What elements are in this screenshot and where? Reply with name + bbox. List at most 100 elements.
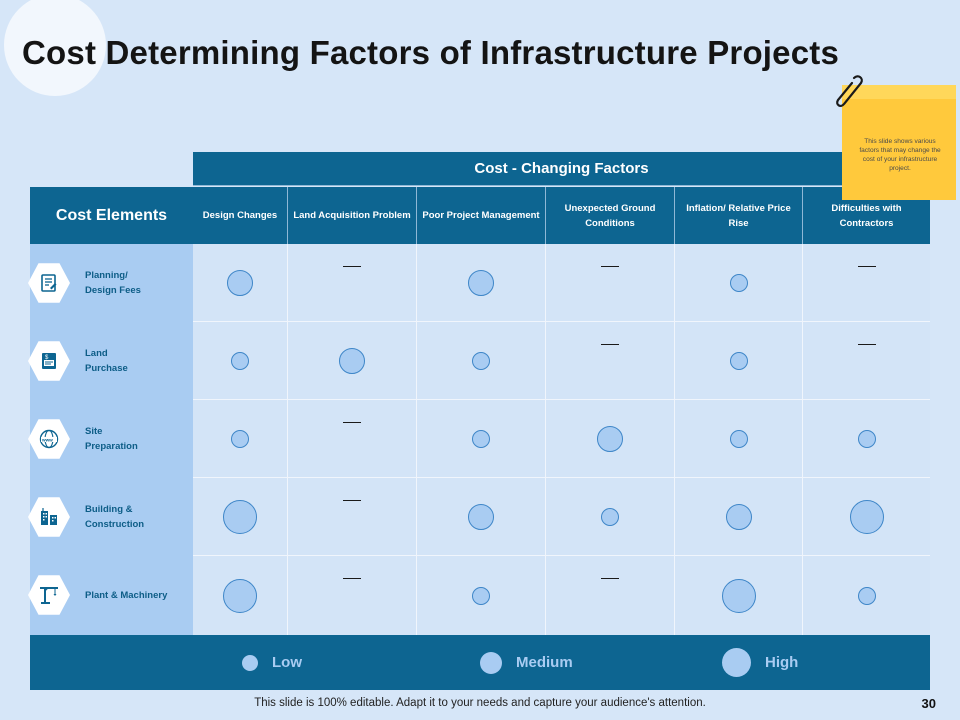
impact-grid [193,244,930,635]
not-applicable-dash [343,266,361,267]
low-dot-icon [242,654,258,671]
table-cell [416,400,545,477]
not-applicable-dash [857,266,876,267]
table-row [193,556,930,635]
low-impact-dot-icon [601,507,619,526]
low-impact-dot-icon [231,429,249,448]
column-header: Land Acquisition Problem [287,187,416,244]
row-label-building: Building & Construction [28,478,193,556]
table-cell [416,556,545,635]
high-impact-dot-icon [849,499,884,534]
legend-high: High [722,635,798,690]
table-cell [674,244,802,321]
decorative-circle [4,0,106,96]
column-header: Inflation/ Relative Price Rise [674,187,802,244]
svg-text:$: $ [45,355,49,361]
table-cell [287,556,416,635]
low-impact-dot-icon [729,273,748,292]
not-applicable-dash [857,344,876,345]
page-number: 30 [921,696,936,711]
table-cell [287,400,416,477]
medium-impact-dot-icon [339,347,365,374]
low-impact-dot-icon [231,351,249,370]
row-label-text: Planning/Design Fees [85,270,141,296]
column-header: Design Changes [202,210,278,221]
medium-impact-dot-icon [468,503,494,530]
medium-dot-icon [480,651,502,674]
not-applicable-dash [343,578,361,579]
legend: Low Medium High [30,635,930,690]
table-cell [545,400,674,477]
low-impact-dot-icon [857,586,876,605]
cost-changing-factors-header: Cost - Changing Factors [193,152,930,186]
high-impact-dot-icon [721,578,756,613]
table-cell [545,556,674,635]
row-label-text: Land Purchase [85,348,128,374]
legend-high-label: High [765,654,799,671]
sticky-note-text: This slide shows various factors that ma… [859,138,941,172]
not-applicable-dash [601,578,619,579]
not-applicable-dash [601,344,619,345]
footer-text: This slide is 100% editable. Adapt it to… [254,697,706,709]
paperclip-icon [836,75,863,107]
row-label-site: www Site Preparation [28,400,193,478]
not-applicable-dash [343,500,361,501]
column-headers: Design Changes Land Acquisition Problem … [193,187,930,244]
buildings-icon [34,502,64,532]
document-icon [34,268,64,298]
not-applicable-dash [343,422,361,423]
low-impact-dot-icon [472,351,490,370]
icon-badge: www [28,418,70,460]
icon-badge: $ [28,340,70,382]
cost-elements-header: Cost Elements [30,187,193,244]
row-label-text: Site Preparation [85,426,138,452]
high-impact-dot-icon [223,578,257,613]
table-cell [802,556,930,635]
table-cell [545,244,674,321]
low-impact-dot-icon [472,586,490,605]
medium-impact-dot-icon [227,269,253,296]
land-document-icon: $ [34,346,64,376]
table-cell [416,244,545,321]
svg-text:www: www [41,437,53,442]
medium-impact-dot-icon [468,269,494,296]
row-label-planning: Planning/Design Fees [28,244,193,322]
table-cell [193,478,287,555]
table-cell [416,322,545,399]
legend-low-label: Low [272,654,302,671]
table-cell [416,478,545,555]
table-cell [802,478,930,555]
row-label-text: Building & Construction [85,504,145,530]
table-cell [674,478,802,555]
table-cell [674,322,802,399]
high-dot-icon [722,648,751,677]
crane-icon [34,580,64,610]
medium-impact-dot-icon [597,425,623,452]
cost-elements-column: Planning/Design Fees $ Land Purchase www … [28,244,193,635]
table-row [193,244,930,322]
legend-medium-label: Medium [516,654,573,671]
not-applicable-dash [601,266,619,267]
low-impact-dot-icon [472,429,490,448]
table-cell [287,322,416,399]
legend-low: Low [242,635,302,690]
medium-impact-dot-icon [725,503,752,530]
table-row [193,478,930,556]
row-label-land: $ Land Purchase [28,322,193,400]
table-cell [193,400,287,477]
table-cell [802,322,930,399]
table-row [193,322,930,400]
table-cell [287,478,416,555]
table-cell [674,400,802,477]
column-header: Unexpected Ground Conditions [545,187,674,244]
icon-badge [28,574,70,616]
column-header: Poor Project Management [416,187,545,244]
globe-icon: www [34,424,64,454]
table-cell [802,400,930,477]
table-cell [193,244,287,321]
row-label-text: Plant & Machinery [85,589,168,601]
low-impact-dot-icon [729,429,748,448]
column-header: Difficulties with Contractors [802,187,930,244]
table-cell [545,478,674,555]
high-impact-dot-icon [223,499,257,534]
